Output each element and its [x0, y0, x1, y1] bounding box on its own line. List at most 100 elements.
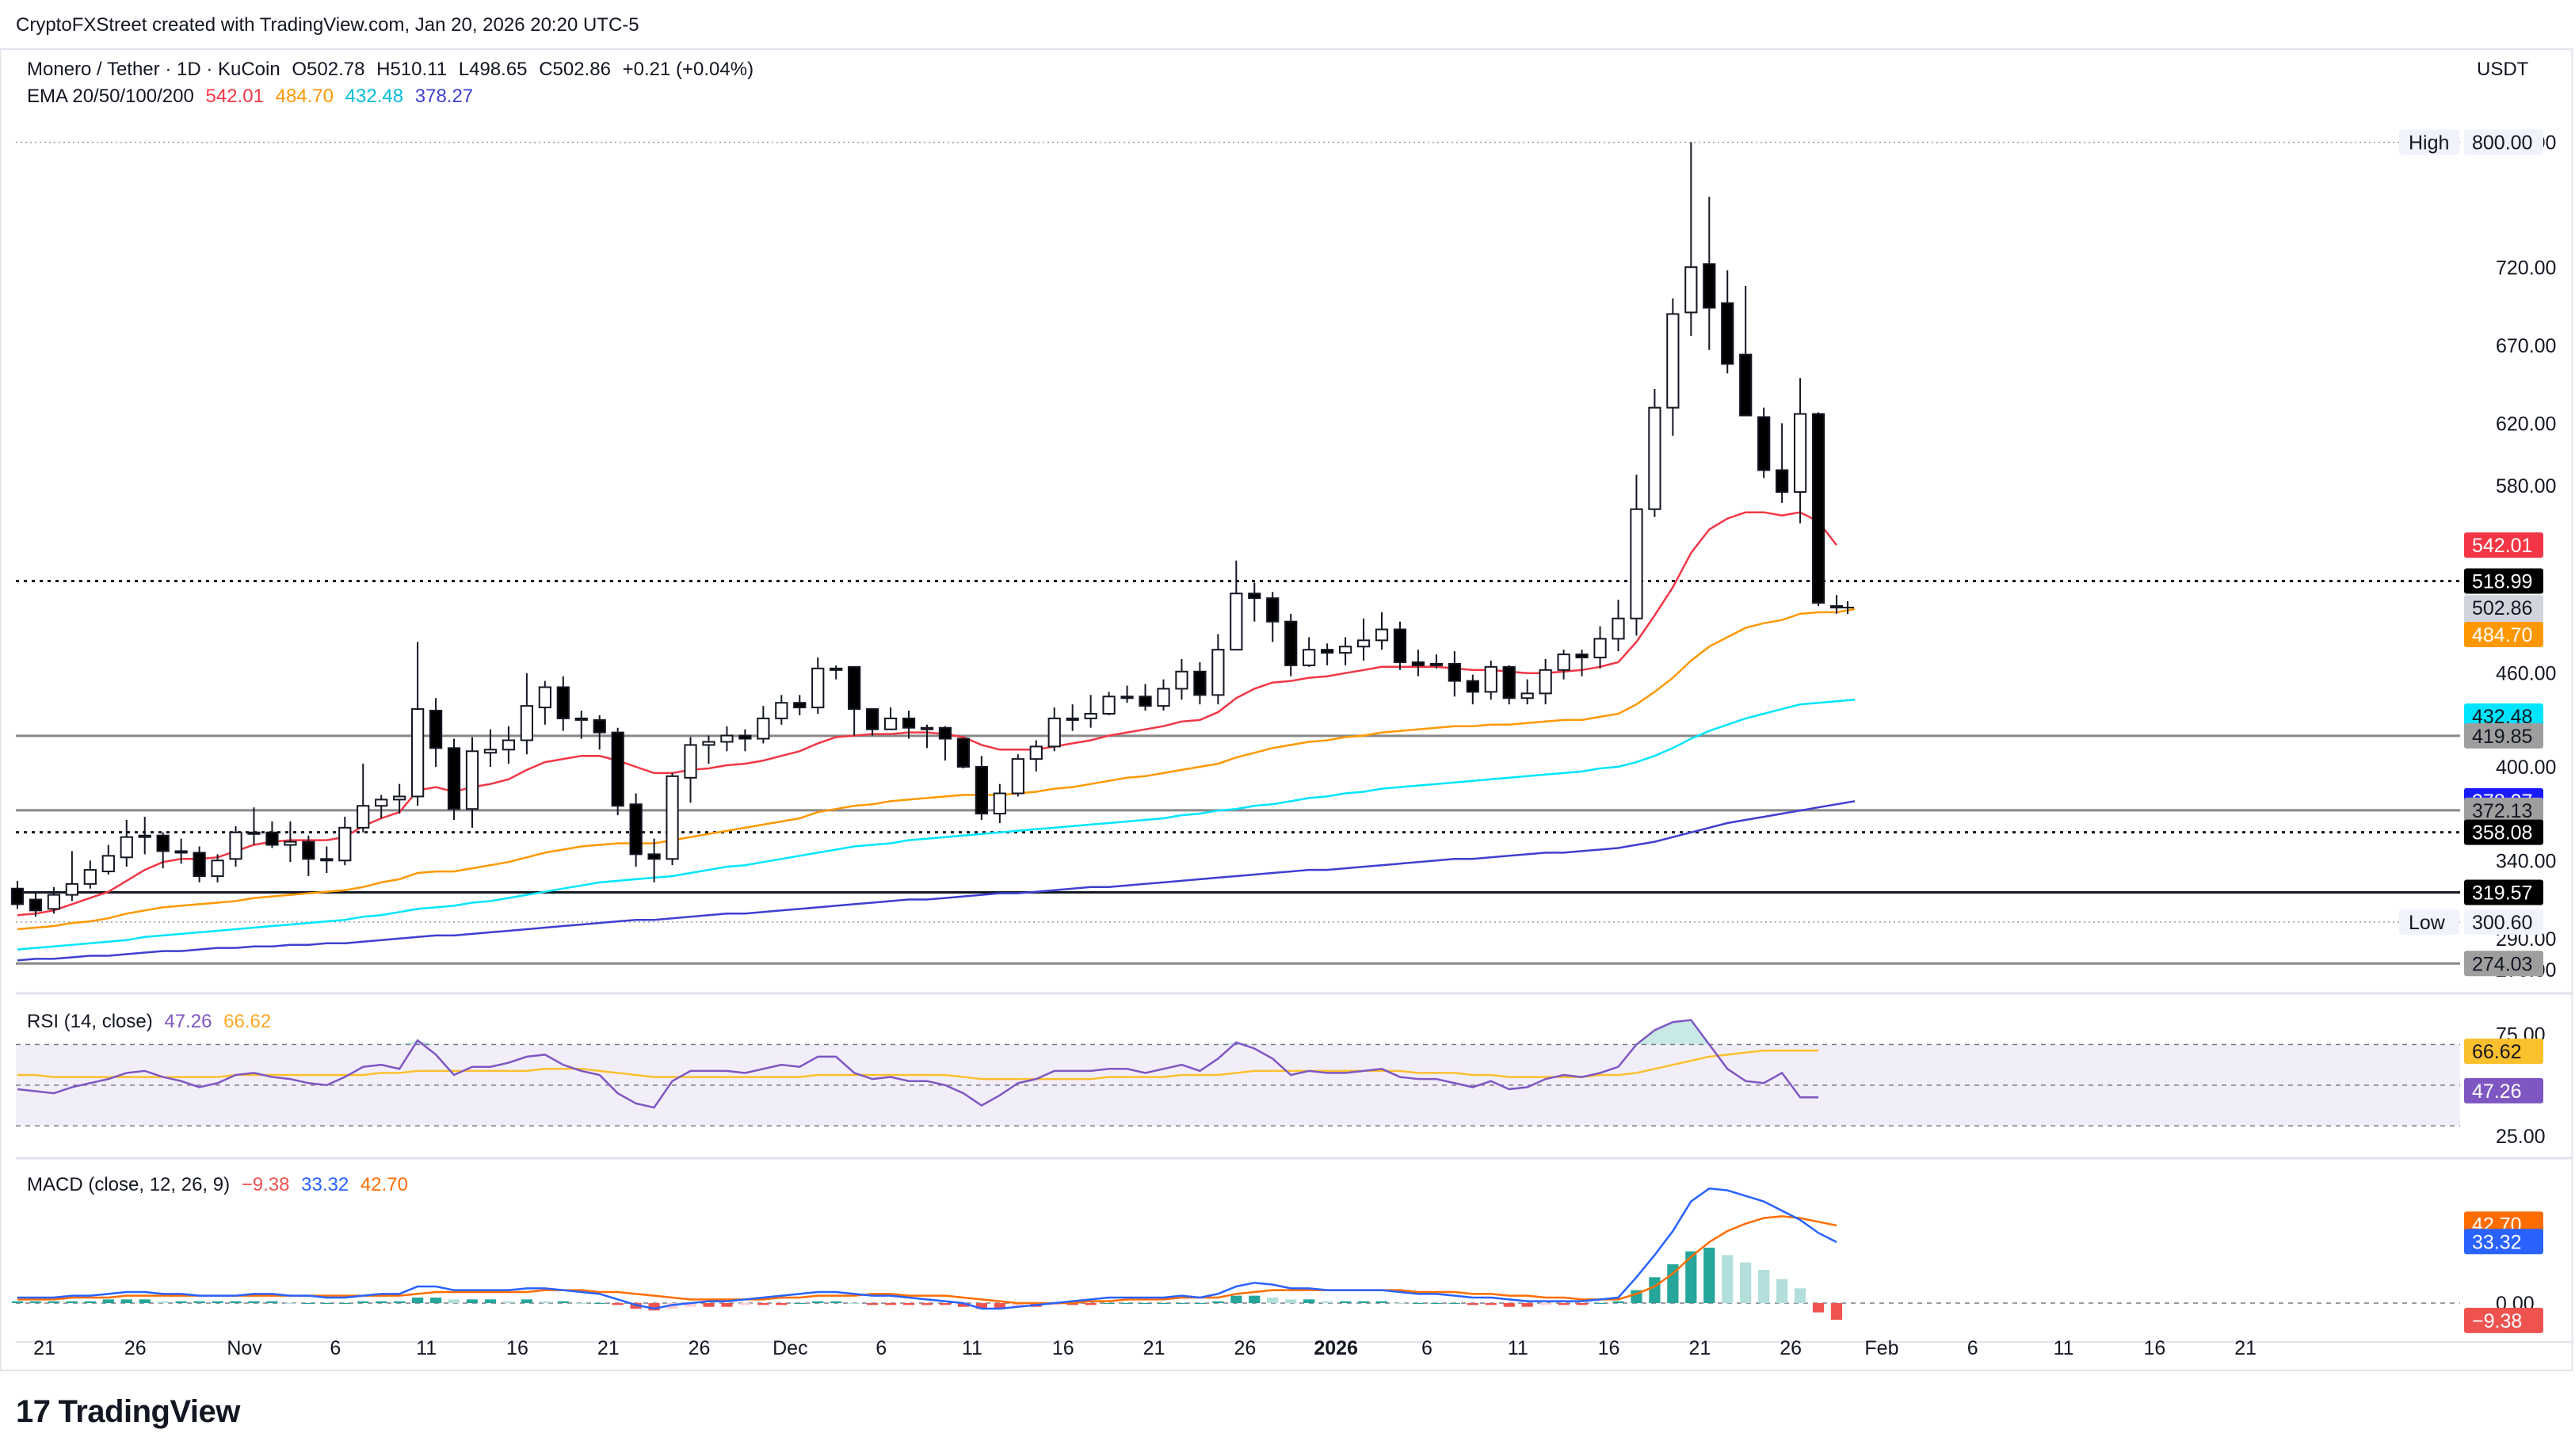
candle-body	[156, 834, 170, 852]
macd-histogram-bar	[1558, 1303, 1570, 1305]
macd-histogram-bar	[1649, 1277, 1661, 1303]
macd-histogram-bar	[1012, 1303, 1024, 1307]
macd-histogram-bar	[1158, 1303, 1169, 1304]
price-label-badge	[2464, 622, 2543, 648]
macd-histogram-bar	[884, 1303, 897, 1305]
macd-histogram-bar	[1176, 1303, 1188, 1304]
macd-histogram-bar	[29, 1301, 42, 1303]
ema200-line	[17, 800, 1856, 962]
candle-body	[1175, 670, 1188, 690]
candle-body	[1120, 696, 1134, 699]
macd-histogram-bar	[685, 1303, 696, 1307]
symbol-legend[interactable]: Monero / Tether · 1D · KuCoin O502.78 H5…	[27, 59, 760, 81]
macd-histogram-bar	[612, 1303, 624, 1305]
candle-body	[1630, 508, 1643, 619]
candle-body	[1047, 717, 1061, 748]
candle-body	[775, 702, 788, 719]
macd-histogram-bar	[1794, 1288, 1806, 1303]
candle-body	[1230, 593, 1243, 651]
candle-body	[411, 708, 425, 798]
ema-legend[interactable]: EMA 20/50/100/200 542.01 484.70 432.48 3…	[27, 86, 479, 108]
candle-body	[1666, 313, 1680, 409]
price-label-text: 484.70	[2472, 624, 2532, 646]
price-label-badge	[2464, 819, 2543, 845]
macd-histogram-bar	[1303, 1299, 1315, 1303]
macd-histogram-bar	[1375, 1301, 1388, 1303]
extreme-label-badge	[2399, 909, 2459, 935]
macd-histogram-bar	[1758, 1270, 1770, 1303]
macd-histogram-bar	[1685, 1251, 1697, 1303]
candle-body	[1029, 745, 1043, 760]
rsi-overbought-fill	[399, 1020, 1710, 1045]
price-label-text: 300.60	[2472, 912, 2532, 934]
macd-histogram-bar	[394, 1301, 406, 1303]
candle-body	[1776, 469, 1789, 494]
macd-value-badge	[2464, 1229, 2543, 1255]
price-label-badge	[2464, 568, 2543, 594]
candle-body	[684, 744, 697, 779]
price-label-badge	[2464, 703, 2543, 729]
candle-body	[1575, 654, 1589, 659]
macd-histogram-bar	[1812, 1303, 1825, 1313]
price-tick: 340.00	[2496, 850, 2556, 872]
candle-body	[938, 726, 952, 740]
macd-histogram-bar	[139, 1299, 151, 1303]
macd-line-value: 33.32	[301, 1174, 349, 1195]
candle-body	[1739, 353, 1753, 417]
rsi-legend[interactable]: RSI (14, close) 47.26 66.62	[27, 1011, 277, 1033]
macd-histogram-bar	[830, 1301, 842, 1303]
candle-body	[1193, 670, 1207, 696]
candle-body	[757, 717, 770, 740]
macd-histogram-bar	[1103, 1303, 1115, 1304]
currency-button[interactable]: USDT	[2477, 59, 2529, 80]
macd-histogram-bar	[303, 1303, 315, 1304]
price-label-badge	[2464, 129, 2543, 155]
candle-body	[629, 803, 643, 856]
symbol-name[interactable]: Monero / Tether · 1D · KuCoin	[27, 59, 280, 80]
candle-body	[866, 708, 879, 730]
macd-histogram-bar	[448, 1299, 460, 1303]
macd-histogram-bar	[84, 1301, 96, 1303]
macd-histogram-bar	[1267, 1298, 1279, 1303]
macd-histogram-bar	[776, 1303, 788, 1305]
candle-body	[338, 826, 352, 862]
time-tick: 11	[416, 1337, 437, 1359]
candle-body	[47, 894, 61, 910]
candle-body	[975, 765, 988, 815]
macd-histogram-bar	[975, 1303, 987, 1309]
macd-histogram-bar	[1722, 1255, 1734, 1303]
candle-body	[1684, 266, 1698, 314]
candle-body	[229, 831, 242, 860]
macd-histogram-bar	[1776, 1279, 1788, 1303]
macd-histogram-bar	[1667, 1264, 1679, 1303]
time-tick: 26	[124, 1337, 147, 1359]
price-tick: 720.00	[2496, 257, 2556, 279]
macd-line	[17, 1187, 1837, 1310]
extreme-label-text: High	[2409, 132, 2449, 154]
candle-body	[247, 831, 261, 835]
rsi-value: 47.26	[164, 1011, 212, 1032]
candle-body	[83, 869, 97, 885]
macd-histogram-bar	[1339, 1301, 1352, 1303]
time-tick: 26	[1780, 1337, 1802, 1359]
macd-histogram-bar	[284, 1303, 296, 1304]
candle-body	[1102, 696, 1116, 715]
candle-body	[647, 853, 661, 860]
candle-body	[65, 882, 78, 896]
macd-histogram-bar	[1612, 1301, 1624, 1303]
macd-histogram-bar	[339, 1303, 351, 1304]
candle-body	[1356, 639, 1371, 648]
macd-histogram-bar	[1121, 1303, 1133, 1304]
candle-body	[1721, 302, 1734, 365]
time-tick: 6	[1421, 1337, 1432, 1359]
candle-body	[1648, 406, 1661, 510]
macd-legend[interactable]: MACD (close, 12, 26, 9) −9.38 33.32 42.7…	[27, 1174, 414, 1196]
candle-body	[193, 852, 206, 877]
macd-histogram-bar	[648, 1303, 660, 1311]
macd-histogram-bar	[266, 1301, 278, 1303]
candle-body	[1393, 628, 1407, 663]
macd-histogram-bar	[1322, 1301, 1333, 1303]
change-value: +0.21 (+0.04%)	[622, 59, 754, 80]
rsi-tick: 25.00	[2496, 1126, 2546, 1148]
